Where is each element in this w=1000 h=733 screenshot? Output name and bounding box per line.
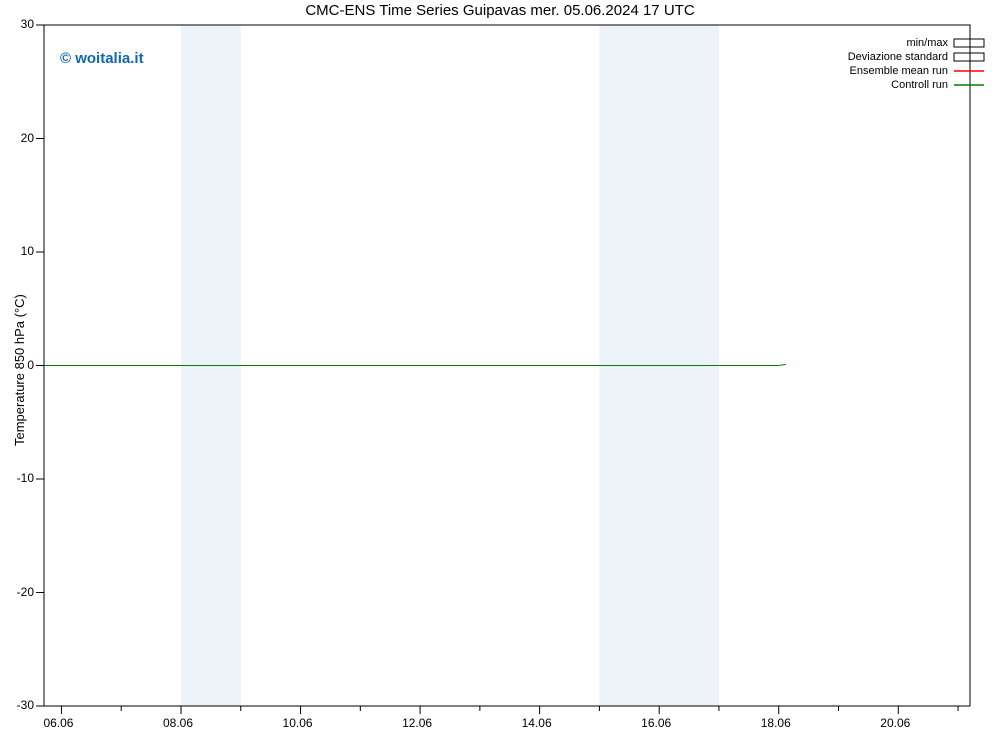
y-axis-label: Temperature 850 hPa (°C) [12, 294, 27, 446]
legend-item: Ensemble mean run [0, 64, 952, 78]
y-tick-label: -20 [17, 585, 34, 599]
x-tick-label: 16.06 [641, 716, 671, 730]
y-tick-label: 20 [21, 131, 34, 145]
legend-label: Ensemble mean run [850, 65, 952, 77]
legend-item: Deviazione standard [0, 50, 952, 64]
x-tick-label: 18.06 [761, 716, 791, 730]
x-tick-label: 10.06 [283, 716, 313, 730]
legend-label: min/max [906, 37, 952, 49]
legend: min/max Deviazione standard Ensemble mean … [0, 36, 952, 92]
time-series-chart [0, 0, 1000, 733]
y-tick-label: 0 [27, 358, 34, 372]
x-tick-label: 06.06 [43, 716, 73, 730]
y-tick-label: -30 [17, 698, 34, 712]
x-tick-label: 20.06 [880, 716, 910, 730]
y-tick-label: -10 [17, 471, 34, 485]
y-tick-label: 30 [21, 17, 34, 31]
legend-item: Controll run [0, 78, 952, 92]
x-tick-label: 08.06 [163, 716, 193, 730]
legend-item: min/max [0, 36, 952, 50]
x-tick-label: 14.06 [522, 716, 552, 730]
legend-label: Deviazione standard [848, 51, 952, 63]
legend-label: Controll run [891, 79, 952, 91]
y-tick-label: 10 [21, 244, 34, 258]
chart-title: CMC-ENS Time Series Guipavas mer. 05.06.… [0, 2, 1000, 19]
x-tick-label: 12.06 [402, 716, 432, 730]
